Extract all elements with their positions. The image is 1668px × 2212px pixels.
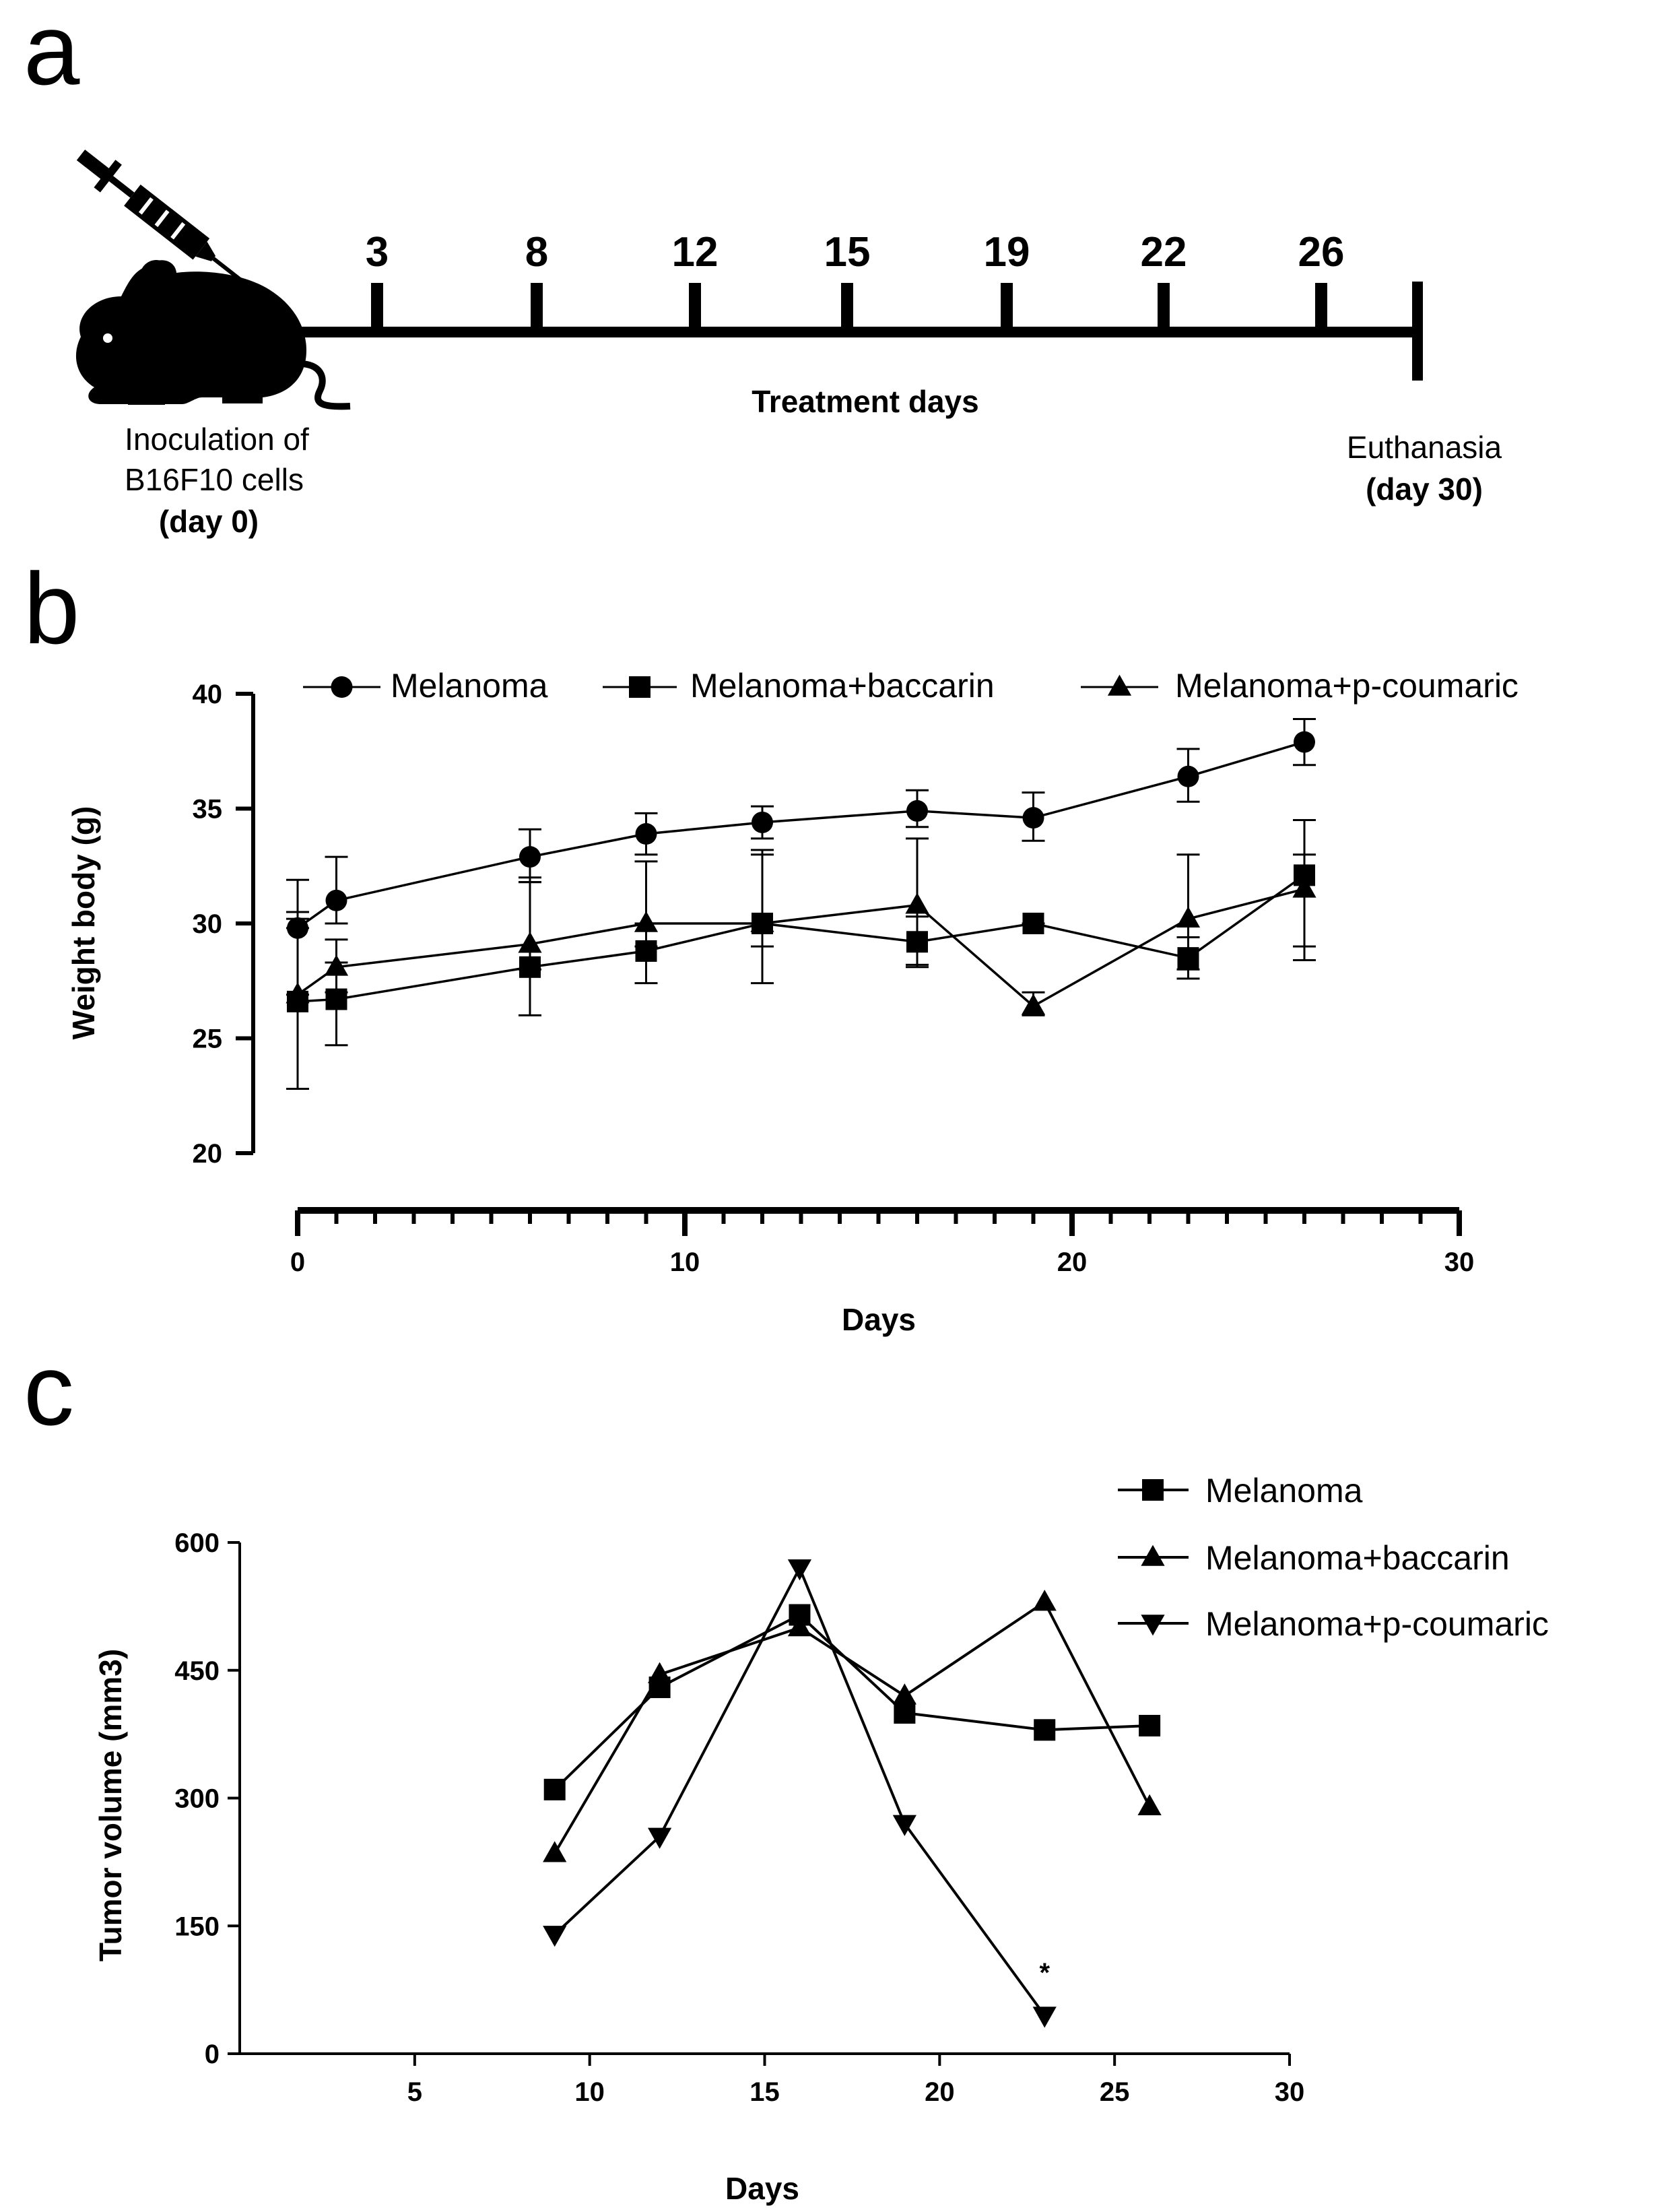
euthanasia-label: Euthanasia — [1347, 430, 1502, 465]
weight-line-melanoma — [296, 740, 1305, 930]
tumor-y-tick-label: 300 — [174, 1784, 220, 1814]
weight-x-tick-label: 10 — [670, 1247, 700, 1277]
tumor-legend-marker-melanoma — [1142, 1479, 1164, 1501]
tumor-point-melanoma — [894, 1702, 916, 1724]
timeline-day-label: 12 — [672, 229, 719, 275]
panel-label-a: a — [24, 0, 80, 106]
weight-y-tick-label: 35 — [193, 795, 223, 824]
tumor-x-tick-label: 10 — [574, 2077, 605, 2107]
inoculation-label: Inoculation of — [125, 422, 309, 457]
tumor-chart-xlabel: Days — [725, 2171, 799, 2206]
tumor-y-tick-label: 0 — [205, 2040, 220, 2069]
timeline-day-label: 15 — [824, 229, 871, 275]
tumor-x-tick-label: 15 — [749, 2077, 780, 2107]
tumor-point-melanoma-p-coumaric — [648, 1827, 672, 1849]
weight-legend-label-pcoumaric: Melanoma+p-coumaric — [1175, 667, 1519, 705]
weight-x-tick-label: 0 — [290, 1247, 305, 1277]
tumor-point-melanoma — [1034, 1719, 1056, 1741]
weight-point-melanoma-p-coumaric — [1292, 876, 1316, 898]
weight-point-melanoma — [519, 846, 541, 868]
inoculation-day-label: (day 0) — [159, 504, 259, 539]
tumor-x-tick-label: 20 — [925, 2077, 955, 2107]
weight-point-melanoma-p-coumaric — [1176, 906, 1201, 928]
panel-label-c: c — [24, 1333, 74, 1446]
euthanasia-day-label: (day 30) — [1366, 471, 1483, 507]
weight-y-tick-label: 30 — [193, 909, 223, 939]
timeline-day-label: 8 — [525, 229, 548, 275]
timeline: 3 8 12 15 19 22 26 Treatment days — [296, 229, 1423, 419]
timeline-day-label: 22 — [1141, 229, 1187, 275]
tumor-x-tick-label: 5 — [407, 2077, 422, 2107]
panel-label-b: b — [24, 552, 79, 665]
tumor-point-melanoma-baccarin — [787, 1615, 812, 1637]
weight-point-melanoma — [635, 823, 657, 845]
tumor-legend-marker-melanoma-baccarin — [1141, 1544, 1165, 1566]
weight-point-melanoma-p-coumaric — [324, 954, 349, 976]
mouse-icon — [75, 260, 351, 410]
tumor-legend-label-pcoumaric: Melanoma+p-coumaric — [1205, 1605, 1549, 1643]
weight-point-melanoma-p-coumaric — [518, 932, 542, 953]
tumor-point-melanoma-baccarin — [543, 1841, 567, 1862]
weight-y-tick-label: 40 — [193, 680, 223, 709]
tumor-x-tick-label: 30 — [1275, 2077, 1305, 2107]
weight-point-melanoma — [906, 800, 928, 822]
tumor-y-tick-label: 600 — [174, 1528, 220, 1558]
weight-legend-label-melanoma: Melanoma — [391, 667, 548, 705]
tumor-y-tick-label: 450 — [174, 1656, 220, 1686]
weight-chart-ylabel: Weight body (g) — [66, 806, 101, 1040]
tumor-legend-label-baccarin: Melanoma+baccarin — [1205, 1539, 1510, 1577]
tumor-point-melanoma-baccarin — [1137, 1794, 1162, 1815]
weight-point-melanoma-p-coumaric — [750, 911, 774, 932]
weight-line-melanoma-p-coumaric — [296, 888, 1305, 1008]
tumor-line-melanoma-baccarin — [553, 1600, 1151, 1854]
weight-point-melanoma — [325, 889, 347, 911]
weight-x-tick-label: 30 — [1444, 1247, 1475, 1277]
weight-chart-xlabel: Days — [842, 1302, 916, 1337]
tumor-legend-marker-melanoma-p-coumaric — [1141, 1615, 1165, 1636]
tumor-point-melanoma-baccarin — [892, 1683, 916, 1705]
weight-point-melanoma — [752, 811, 773, 833]
weight-legend-label-baccarin: Melanoma+baccarin — [690, 667, 995, 705]
tumor-volume-chart: Tumor volume (mm3) Days Melanoma Melanom… — [93, 1472, 1549, 2206]
weight-point-melanoma-p-coumaric — [634, 911, 659, 932]
weight-legend-marker-melanoma-baccarin — [629, 676, 650, 698]
weight-point-melanoma — [1294, 731, 1315, 753]
weight-y-tick-label: 25 — [193, 1024, 223, 1054]
tumor-point-melanoma-baccarin — [648, 1662, 672, 1683]
weight-y-tick-label: 20 — [193, 1139, 223, 1169]
weight-point-melanoma-baccarin — [1022, 913, 1044, 934]
weight-point-melanoma-p-coumaric — [905, 892, 929, 914]
significance-asterisk: * — [1039, 1958, 1050, 1988]
weight-legend-marker-melanoma-p-coumaric — [1107, 674, 1132, 696]
weight-point-melanoma — [1177, 765, 1199, 787]
timeline-axis-label: Treatment days — [752, 384, 978, 419]
tumor-point-melanoma — [1139, 1714, 1161, 1736]
tumor-point-melanoma-baccarin — [1032, 1590, 1057, 1611]
timeline-day-label: 19 — [984, 229, 1030, 275]
weight-chart: Weight body (g) Days Melanoma Melanoma+b… — [66, 667, 1519, 1337]
tumor-point-melanoma-p-coumaric — [543, 1926, 567, 1947]
tumor-y-tick-label: 150 — [174, 1912, 220, 1941]
weight-point-melanoma-p-coumaric — [286, 982, 310, 1004]
tumor-x-tick-label: 25 — [1100, 2077, 1130, 2107]
weight-point-melanoma-p-coumaric — [1021, 994, 1046, 1015]
inoculation-label-cells: B16F10 cells — [125, 462, 304, 497]
timeline-day-label: 26 — [1298, 229, 1345, 275]
tumor-chart-ylabel: Tumor volume (mm3) — [93, 1649, 128, 1961]
tumor-legend-label-melanoma: Melanoma — [1205, 1472, 1363, 1509]
tumor-point-melanoma-p-coumaric — [787, 1559, 812, 1581]
tumor-point-melanoma-p-coumaric — [892, 1815, 916, 1836]
weight-x-tick-label: 20 — [1057, 1247, 1088, 1277]
weight-legend-marker-melanoma — [331, 676, 353, 698]
weight-point-melanoma — [1022, 807, 1044, 829]
tumor-point-melanoma-p-coumaric — [1032, 2007, 1057, 2028]
timeline-day-label: 3 — [366, 229, 389, 275]
tumor-point-melanoma — [543, 1778, 566, 1800]
